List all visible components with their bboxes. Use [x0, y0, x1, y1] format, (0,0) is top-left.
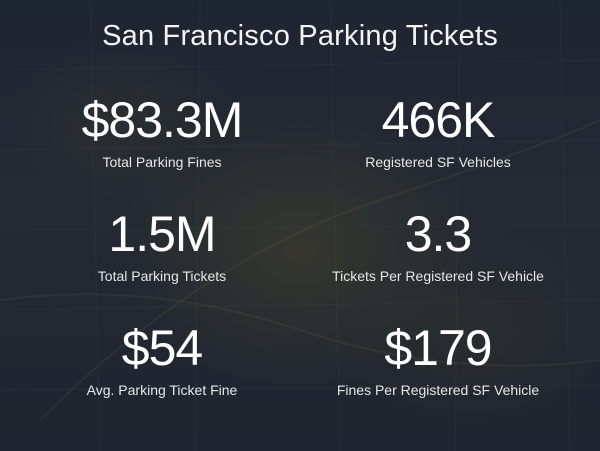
stat-value: 466K — [381, 92, 496, 148]
stat-label: Fines Per Registered SF Vehicle — [336, 382, 540, 398]
stat-tickets-per-vehicle: 3.3 Tickets Per Registered SF Vehicle — [323, 206, 553, 285]
stat-value: 1.5M — [108, 206, 216, 262]
stat-avg-ticket-fine: $54 Avg. Parking Ticket Fine — [47, 320, 277, 399]
stat-label: Registered SF Vehicles — [365, 154, 511, 170]
page-title: San Francisco Parking Tickets — [102, 20, 498, 52]
stat-value: $83.3M — [81, 92, 244, 148]
stat-label: Total Parking Fines — [102, 154, 222, 170]
stat-registered-sf-vehicles: 466K Registered SF Vehicles — [323, 92, 553, 171]
stat-total-parking-tickets: 1.5M Total Parking Tickets — [47, 206, 277, 285]
stat-label: Avg. Parking Ticket Fine — [86, 382, 238, 398]
stat-value: $54 — [121, 320, 203, 376]
stat-label: Tickets Per Registered SF Vehicle — [332, 268, 544, 284]
stat-total-parking-fines: $83.3M Total Parking Fines — [47, 92, 277, 171]
stat-label: Total Parking Tickets — [97, 268, 227, 284]
stat-value: 3.3 — [404, 206, 473, 262]
stat-fines-per-vehicle: $179 Fines Per Registered SF Vehicle — [323, 320, 553, 399]
stat-value: $179 — [384, 320, 492, 376]
